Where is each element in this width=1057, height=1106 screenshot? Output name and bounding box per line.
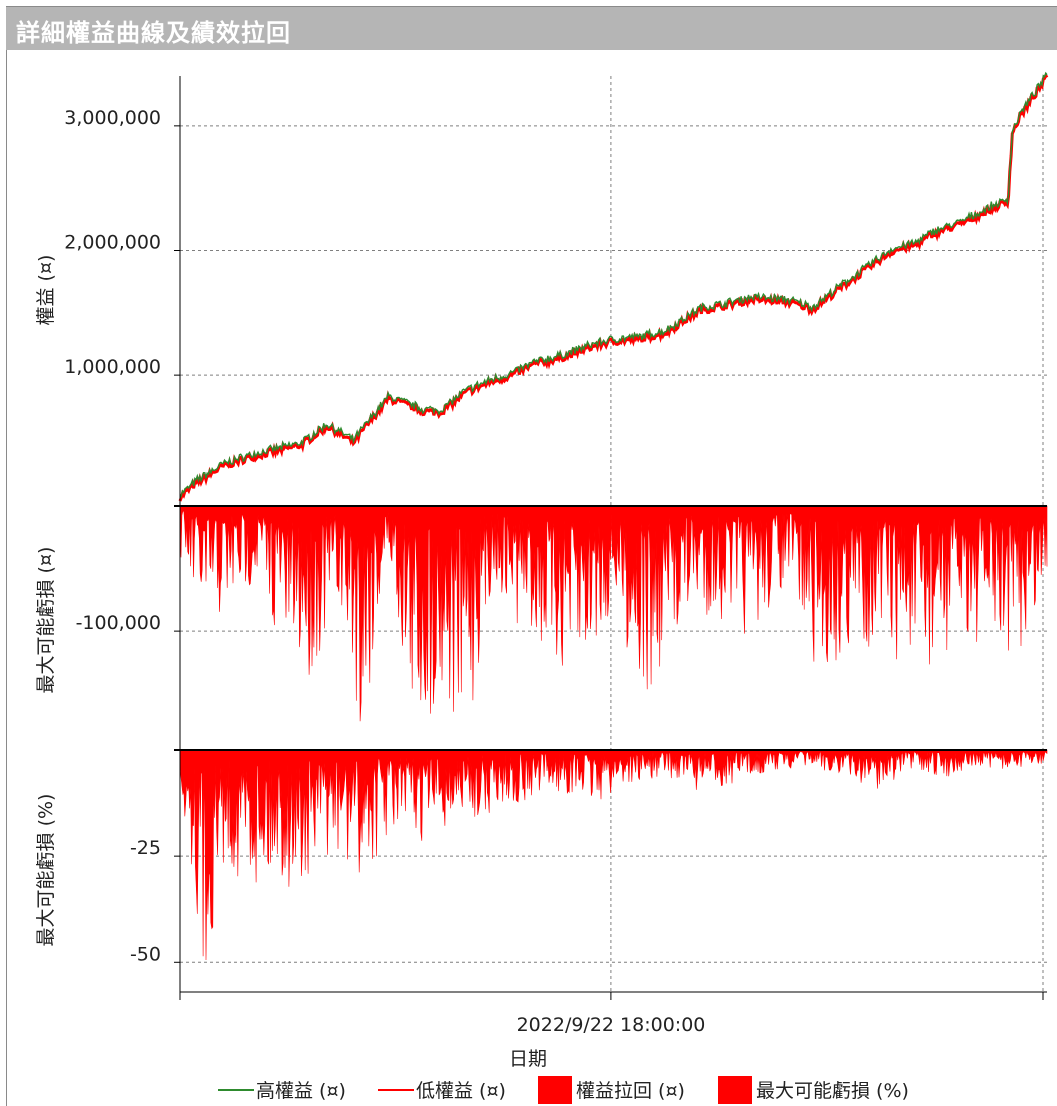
y-tick-label: -50 [130, 943, 161, 965]
y-tick-label: 2,000,000 [64, 231, 161, 253]
x-tick-label: 2022/9/22 18:00:00 [517, 1014, 706, 1036]
high-equity-line [179, 71, 1048, 499]
legend-label: 最大可能虧損 (%) [756, 1080, 909, 1102]
window-titlebar: 詳細權益曲線及績效拉回 [6, 6, 1057, 50]
x-axis-label: 日期 [509, 1048, 547, 1070]
y-label-drawdown-abs: 最大可能虧損 (¤) [35, 547, 57, 694]
y-label-drawdown-pct: 最大可能虧損 (%) [35, 794, 57, 947]
legend-swatch-box [538, 1076, 572, 1104]
low-equity-line [178, 72, 1049, 502]
equity-drawdown-area [179, 505, 1048, 722]
y-tick-label: -25 [130, 837, 161, 859]
legend-label: 權益拉回 (¤) [576, 1080, 685, 1102]
drawdown-pct-panel [179, 749, 1048, 961]
equity-panel [178, 71, 1049, 502]
y-tick-label: 1,000,000 [64, 356, 161, 378]
y-tick-label: -100,000 [76, 612, 161, 634]
legend-swatch-box [718, 1076, 752, 1104]
y-label-equity: 權益 (¤) [35, 255, 57, 326]
max-loss-pct-area [179, 749, 1048, 961]
y-tick-label: 3,000,000 [64, 107, 161, 129]
chart-axes [174, 76, 1047, 1000]
drawdown-abs-panel [179, 505, 1048, 722]
chart-tick-labels: 1,000,000 2,000,000 3,000,000 -100,000 -25 -5… [64, 107, 180, 965]
chart-legend: 高權益 (¤) 低權益 (¤) 權益拉回 (¤) 最大可能虧損 (%) [218, 1076, 909, 1104]
legend-label: 低權益 (¤) [416, 1080, 506, 1102]
window-title: 詳細權益曲線及績效拉回 [16, 19, 291, 47]
frame-border [6, 50, 7, 1106]
legend-label: 高權益 (¤) [256, 1080, 346, 1102]
chart-gridlines [180, 76, 1047, 992]
